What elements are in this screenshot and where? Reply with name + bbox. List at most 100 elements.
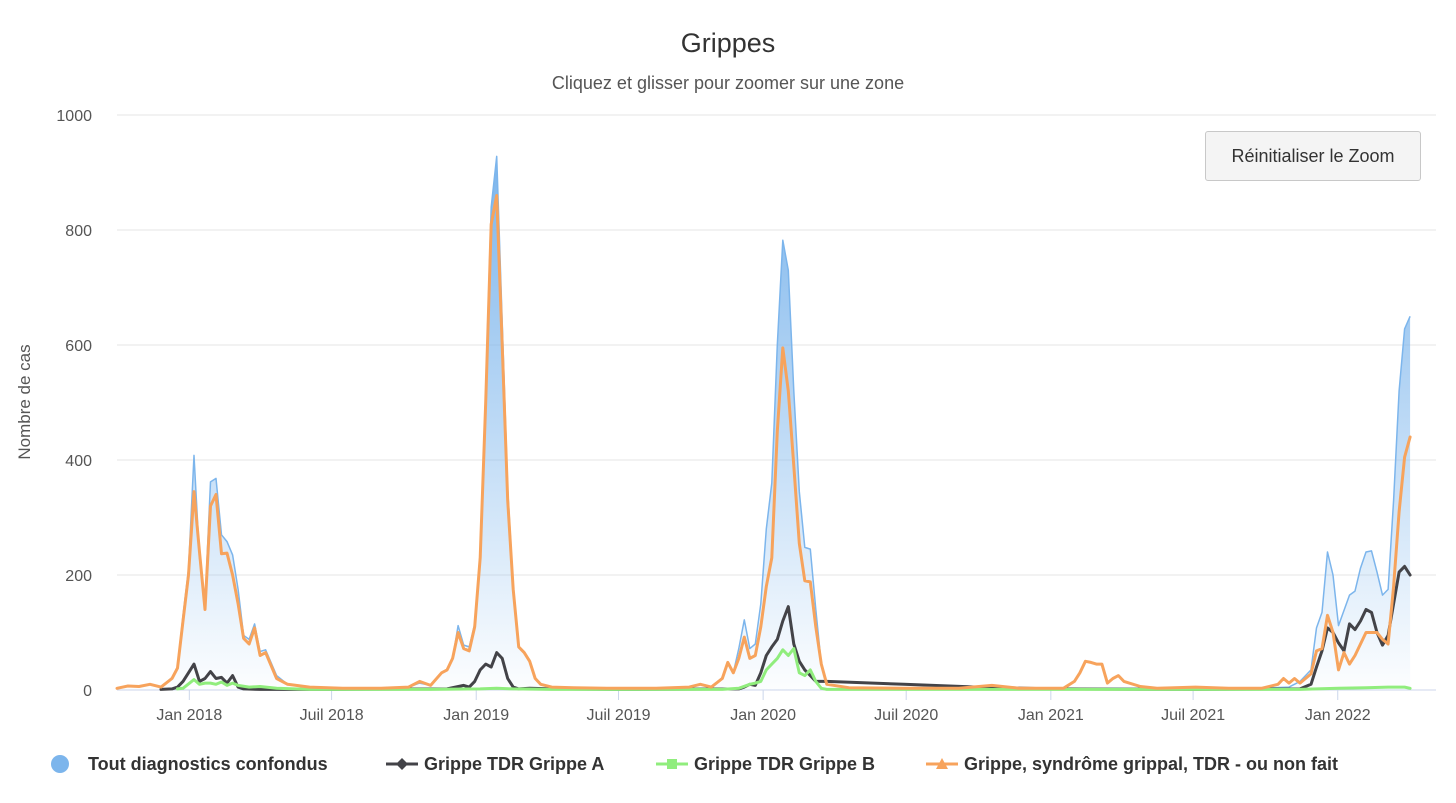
data-point — [502, 658, 503, 659]
data-point — [1404, 328, 1405, 329]
data-point — [799, 672, 800, 673]
data-point — [1410, 575, 1411, 576]
data-point — [1366, 552, 1367, 553]
data-point — [749, 684, 750, 685]
data-point — [1355, 591, 1356, 592]
data-point — [518, 646, 519, 647]
legend-item-all-diagnostics[interactable]: Tout diagnostics confondus — [50, 750, 328, 778]
data-point — [524, 652, 525, 653]
data-point — [540, 684, 541, 685]
data-point — [199, 684, 200, 685]
data-point — [221, 682, 222, 683]
data-point — [991, 685, 992, 686]
data-point — [480, 688, 481, 689]
data-point — [815, 626, 816, 627]
data-point — [309, 689, 310, 690]
data-point — [265, 649, 266, 650]
data-point — [188, 575, 189, 576]
data-point — [480, 557, 481, 558]
data-point — [430, 689, 431, 690]
data-point — [485, 402, 486, 403]
data-point — [749, 658, 750, 659]
y-tick-label: 600 — [65, 338, 92, 355]
data-point — [458, 625, 459, 626]
data-point — [1404, 566, 1405, 567]
data-point — [815, 609, 816, 610]
data-point — [1366, 687, 1367, 688]
data-point — [1228, 688, 1229, 689]
data-point — [529, 661, 530, 662]
data-point — [793, 644, 794, 645]
data-point — [793, 465, 794, 466]
legend-item-syndrome-grippal[interactable]: Grippe, syndrôme grippal, TDR - ou non f… — [926, 750, 1338, 778]
data-point — [760, 626, 761, 627]
data-point — [183, 621, 184, 622]
data-point — [161, 689, 162, 690]
data-point — [771, 646, 772, 647]
data-point — [738, 658, 739, 659]
data-point — [194, 679, 195, 680]
data-point — [821, 664, 822, 665]
data-point — [551, 687, 552, 688]
data-point — [1404, 457, 1405, 458]
data-point — [722, 689, 723, 690]
data-point — [1333, 575, 1334, 576]
data-point — [496, 156, 497, 157]
x-tick-label: Juil 2018 — [300, 707, 364, 724]
data-point — [188, 672, 189, 673]
data-point — [1349, 623, 1350, 624]
data-point — [238, 589, 239, 590]
data-point — [232, 575, 233, 576]
data-point — [1382, 645, 1383, 646]
data-point — [606, 688, 607, 689]
data-point — [755, 655, 756, 656]
data-point — [260, 686, 261, 687]
data-point — [183, 688, 184, 689]
legend-label: Grippe, syndrôme grippal, TDR - ou non f… — [964, 753, 1339, 774]
data-point — [381, 688, 382, 689]
data-point — [507, 678, 508, 679]
data-point — [172, 678, 173, 679]
data-point — [243, 688, 244, 689]
data-point — [903, 684, 904, 685]
data-point — [711, 687, 712, 688]
data-point — [1300, 683, 1301, 684]
series-1 — [159, 564, 1412, 691]
data-point — [1355, 629, 1356, 630]
data-point — [227, 553, 228, 554]
data-point — [1410, 437, 1411, 438]
series-2 — [176, 647, 1412, 691]
data-point — [496, 652, 497, 653]
legend-item-grippe-a[interactable]: Grippe TDR Grippe A — [386, 750, 604, 778]
data-point — [1322, 650, 1323, 651]
legend-item-grippe-b[interactable]: Grippe TDR Grippe B — [656, 750, 875, 778]
data-point — [1360, 568, 1361, 569]
data-point — [1355, 655, 1356, 656]
data-point — [793, 391, 794, 392]
x-axis-ticks: Jan 2018 Juil 2018 Jan 2019 Juil 2019 Jan 20… — [156, 690, 1371, 724]
data-point — [777, 658, 778, 659]
data-point — [799, 543, 800, 544]
data-point — [243, 638, 244, 639]
reset-zoom-button[interactable]: Réinitialiser le Zoom — [1205, 131, 1421, 181]
data-point — [1195, 687, 1196, 688]
data-point — [1382, 639, 1383, 640]
data-point — [205, 683, 206, 684]
data-point — [1327, 627, 1328, 628]
data-point — [194, 455, 195, 456]
data-point — [463, 685, 464, 686]
data-point — [804, 669, 805, 670]
data-point — [210, 506, 211, 507]
data-point — [161, 687, 162, 688]
y-tick-label: 200 — [65, 568, 92, 585]
data-point — [1349, 595, 1350, 596]
data-point — [1112, 678, 1113, 679]
data-point — [1085, 661, 1086, 662]
data-point — [1101, 664, 1102, 665]
data-point — [1157, 688, 1158, 689]
series-line — [159, 564, 1412, 691]
data-point — [810, 669, 811, 670]
data-point — [656, 688, 657, 689]
data-point — [199, 681, 200, 682]
